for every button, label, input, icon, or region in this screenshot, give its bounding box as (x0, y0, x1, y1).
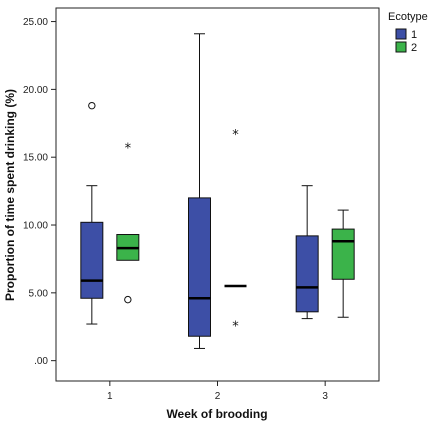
legend-label-ecotype-1: 1 (411, 29, 417, 41)
outlier-circle (124, 295, 132, 304)
box-ecotype-2-week-2: ** (224, 128, 247, 334)
x-axis-label: Week of brooding (166, 407, 267, 421)
legend-label-ecotype-2: 2 (411, 42, 417, 54)
y-tick-label: 15.00 (23, 153, 48, 164)
x-tick-label: 1 (107, 391, 113, 402)
box-ecotype-2-week-3 (331, 209, 355, 318)
box-iqr (331, 228, 355, 280)
y-tick-label: 5.00 (29, 288, 49, 299)
box-iqr (295, 235, 319, 313)
outlier-star: * (232, 128, 239, 143)
y-tick-label: 25.00 (23, 17, 48, 28)
x-tick-label: 3 (322, 391, 328, 402)
legend-title: Ecotype (388, 11, 428, 23)
box-ecotype-1-week-3 (295, 185, 319, 320)
outlier-star: * (232, 319, 239, 334)
y-tick-label: 20.00 (23, 85, 48, 96)
legend-swatch-ecotype-1 (395, 28, 407, 40)
legend-swatch-ecotype-2 (395, 41, 407, 53)
y-axis-ticks: .00 5.00 10.00 15.00 20.00 25.00 (23, 17, 56, 367)
box-ecotype-2-week-1: * (116, 142, 140, 304)
y-axis-label: Proportion of time spent drinking (%) (3, 89, 17, 301)
outlier-circle (88, 101, 96, 110)
y-tick-label: .00 (34, 356, 48, 367)
box-iqr (188, 197, 211, 337)
x-tick-label: 2 (215, 391, 221, 402)
box-iqr (80, 221, 104, 299)
x-axis-ticks: 1 2 3 (107, 381, 328, 402)
legend: Ecotype 1 2 (388, 11, 428, 54)
y-tick-label: 10.00 (23, 221, 48, 232)
box-ecotype-1-week-1 (80, 101, 104, 325)
box-ecotype-1-week-2 (188, 33, 211, 349)
box-series-group: *** (80, 33, 355, 349)
outlier-star: * (125, 142, 132, 157)
